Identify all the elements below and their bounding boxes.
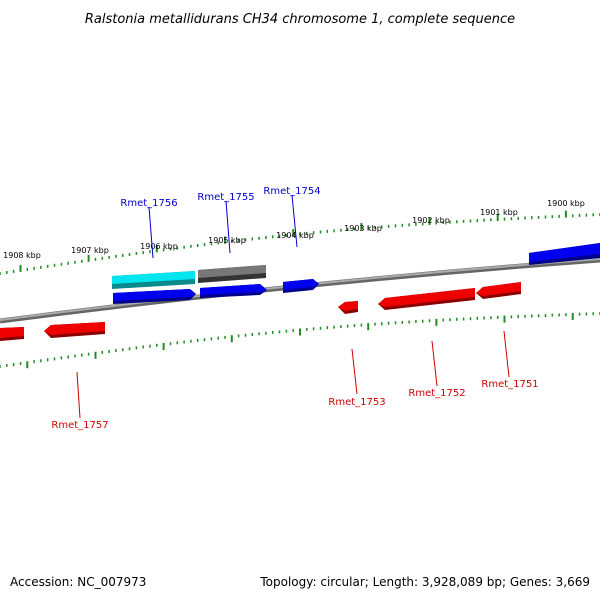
scale-label-1905: 1905 kbp: [208, 236, 246, 245]
label-rmet-1757: Rmet_1757: [51, 420, 108, 431]
scale-label-1906: 1906 kbp: [140, 242, 178, 251]
label-rmet-1755: Rmet_1755: [197, 192, 254, 203]
scale-label-1903: 1903 kbp: [344, 224, 382, 233]
label-rmet-1751: Rmet_1751: [481, 379, 538, 390]
map-title: Ralstonia metallidurans CH34 chromosome …: [85, 12, 515, 27]
scale-label-1901: 1901 kbp: [480, 208, 518, 217]
upper-scale-labels: 1908 kbp 1907 kbp 1906 kbp 1905 kbp 1904…: [3, 199, 585, 260]
reverse-strand-genes: [0, 282, 521, 341]
gene-rmet-1755[interactable]: [198, 265, 267, 298]
gene-left-reverse[interactable]: [0, 327, 24, 341]
label-rmet-1754: Rmet_1754: [263, 186, 320, 197]
scale-label-1908: 1908 kbp: [3, 251, 41, 260]
gene-rmet-1754[interactable]: [283, 279, 319, 293]
lower-scale-ticks: [0, 312, 600, 369]
scale-label-1907: 1907 kbp: [71, 246, 109, 255]
gene-right-forward[interactable]: [529, 243, 600, 265]
gene-rmet-1757[interactable]: [44, 322, 105, 338]
scale-label-1900: 1900 kbp: [547, 199, 585, 208]
gene-rmet-1751[interactable]: [476, 282, 521, 299]
label-rmet-1753: Rmet_1753: [328, 397, 385, 408]
forward-strand-genes: [112, 243, 600, 304]
accession-text: Accession: NC_007973: [10, 575, 146, 589]
reverse-gene-labels: Rmet_1757 Rmet_1753 Rmet_1752 Rmet_1751: [51, 330, 539, 431]
scale-label-1904: 1904 kbp: [276, 231, 314, 240]
label-rmet-1752: Rmet_1752: [408, 388, 465, 399]
topology-text: Topology: circular; Length: 3,928,089 bp…: [259, 575, 590, 589]
label-rmet-1756: Rmet_1756: [120, 198, 177, 209]
gene-rmet-1752[interactable]: [378, 288, 475, 310]
scale-label-1902: 1902 kbp: [412, 216, 450, 225]
gene-rmet-1756[interactable]: [112, 271, 196, 304]
upper-scale-ticks: [0, 210, 600, 275]
forward-gene-labels: Rmet_1756 Rmet_1755 Rmet_1754: [120, 186, 321, 259]
gene-rmet-1753[interactable]: [338, 301, 358, 314]
